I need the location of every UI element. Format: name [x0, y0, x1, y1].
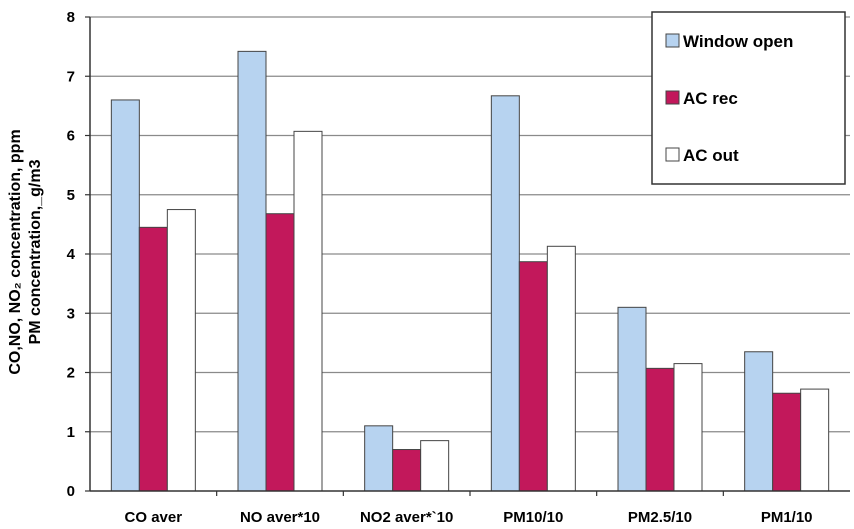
y-tick-label: 3 — [67, 305, 75, 322]
bar-window-open — [617, 306, 647, 492]
bar-ac-rec — [265, 213, 295, 492]
bar-ac-rec — [645, 367, 675, 492]
x-category-label: NO aver*10 — [240, 509, 320, 526]
bar-window-open — [237, 50, 267, 492]
axes — [85, 16, 850, 496]
legend-label-ac-rec: AC rec — [683, 89, 738, 108]
legend-swatch-window-open — [665, 33, 680, 48]
bar-window-open — [110, 99, 140, 492]
x-category-labels: CO aver NO aver*10 NO2 aver*`10 PM10/10 PM2.… — [125, 509, 813, 526]
y-tick-label: 6 — [67, 128, 75, 145]
bar-ac-out — [420, 440, 450, 492]
bar-ac-out — [546, 245, 576, 492]
bar-ac-rec — [392, 449, 422, 492]
gridlines — [90, 16, 850, 433]
bar-ac-rec — [772, 392, 802, 492]
bar-ac-out — [166, 209, 196, 492]
x-category-label: PM1/10 — [761, 509, 813, 526]
legend-label-window-open: Window open — [683, 32, 793, 51]
y-tick-label: 5 — [67, 187, 75, 204]
legend-box — [651, 11, 846, 185]
bar-window-open — [364, 425, 394, 492]
legend: Window open AC rec AC out — [651, 11, 846, 185]
legend-label-ac-out: AC out — [683, 146, 739, 165]
bar-window-open — [490, 95, 520, 492]
bar-series — [110, 50, 830, 492]
y-tick-labels: 0 1 2 3 4 5 6 7 8 — [67, 9, 76, 500]
bar-ac-rec — [138, 226, 168, 492]
x-category-label: NO2 aver*`10 — [360, 509, 453, 526]
legend-swatch-ac-out — [665, 147, 680, 162]
bar-ac-out — [800, 388, 830, 492]
y-axis-label-line2: PM concentration,_g/m3 — [27, 159, 44, 344]
x-category-label: CO aver — [125, 509, 183, 526]
x-category-label: PM2.5/10 — [628, 509, 692, 526]
y-tick-label: 8 — [67, 9, 75, 26]
legend-swatch-ac-rec — [665, 90, 680, 105]
y-tick-label: 2 — [67, 365, 75, 382]
y-axis-label-line1: CO,NO, NO₂ concentration, ppm — [7, 129, 24, 374]
bar-ac-out — [293, 130, 323, 492]
y-tick-label: 7 — [67, 68, 75, 85]
x-category-label: PM10/10 — [503, 509, 563, 526]
bar-window-open — [744, 351, 774, 492]
y-tick-label: 0 — [67, 483, 75, 500]
y-tick-label: 4 — [67, 246, 76, 263]
bar-ac-rec — [518, 261, 548, 492]
y-tick-label: 1 — [67, 424, 75, 441]
bar-ac-out — [673, 363, 703, 492]
